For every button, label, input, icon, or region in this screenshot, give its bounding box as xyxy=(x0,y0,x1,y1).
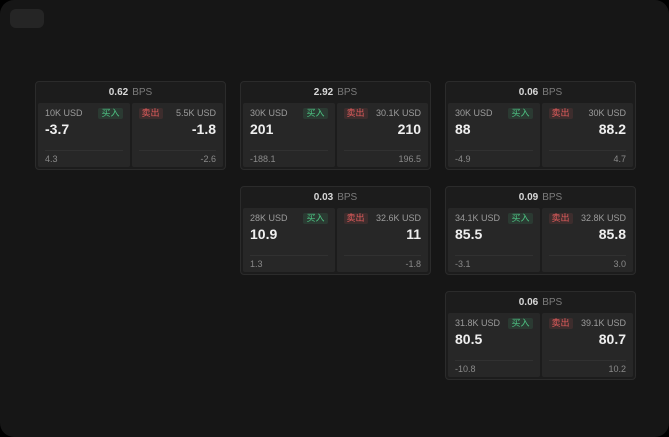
buy-tile[interactable]: 30K USD 买入 201 -188.1 xyxy=(243,103,335,167)
sell-size: 30.1K USD xyxy=(375,108,421,118)
buy-button[interactable]: 买入 xyxy=(98,108,123,119)
buy-price: 88 xyxy=(455,121,471,137)
sell-sub-value: 4.7 xyxy=(548,150,626,164)
buy-size: 30K USD xyxy=(455,108,493,118)
spread-header: 0.09 BPS xyxy=(446,187,635,208)
sell-tile[interactable]: 卖出 39.1K USD 80.7 10.2 xyxy=(541,313,633,377)
quote-body: 28K USD 买入 10.9 1.3 卖出 32.6K USD 11 -1.8 xyxy=(241,208,430,274)
quote-card: 0.06 BPS 30K USD 买入 88 -4.9 卖出 30K USD xyxy=(445,81,636,170)
spread-unit: BPS xyxy=(542,192,563,203)
sell-price: 210 xyxy=(397,121,421,137)
sell-price: 85.8 xyxy=(598,226,626,242)
buy-sub-value: 1.3 xyxy=(250,255,328,269)
sell-sub-value: 10.2 xyxy=(548,360,626,374)
sell-size: 30K USD xyxy=(588,108,626,118)
buy-price: 85.5 xyxy=(455,226,483,242)
quote-card: 0.62 BPS 10K USD 买入 -3.7 4.3 卖出 5.5K USD xyxy=(35,81,226,170)
spread-unit: BPS xyxy=(542,87,563,98)
spread-value: 0.09 xyxy=(518,192,539,203)
quote-card: 0.03 BPS 28K USD 买入 10.9 1.3 卖出 32.6K US… xyxy=(240,186,431,275)
sell-sub-value: -1.8 xyxy=(343,255,421,269)
spread-header: 0.06 BPS xyxy=(446,82,635,103)
buy-tile[interactable]: 28K USD 买入 10.9 1.3 xyxy=(243,208,335,272)
sell-button[interactable]: 卖出 xyxy=(548,108,573,119)
buy-tile[interactable]: 10K USD 买入 -3.7 4.3 xyxy=(38,103,130,167)
spread-unit: BPS xyxy=(132,87,153,98)
buy-price: 10.9 xyxy=(250,226,278,242)
sell-button[interactable]: 卖出 xyxy=(138,108,163,119)
buy-size: 34.1K USD xyxy=(455,213,501,223)
quote-card: 0.09 BPS 34.1K USD 买入 85.5 -3.1 卖出 32.8K… xyxy=(445,186,636,275)
buy-tile[interactable]: 34.1K USD 买入 85.5 -3.1 xyxy=(448,208,540,272)
buy-sub-value: -188.1 xyxy=(250,150,328,164)
sell-tile[interactable]: 卖出 30K USD 88.2 4.7 xyxy=(541,103,633,167)
sell-button[interactable]: 卖出 xyxy=(548,318,573,329)
sell-button[interactable]: 卖出 xyxy=(548,213,573,224)
sell-tile[interactable]: 卖出 32.6K USD 11 -1.8 xyxy=(336,208,428,272)
buy-button[interactable]: 买入 xyxy=(508,108,533,119)
quote-body: 31.8K USD 买入 80.5 -10.8 卖出 39.1K USD 80.… xyxy=(446,313,635,379)
quote-body: 30K USD 买入 88 -4.9 卖出 30K USD 88.2 4.7 xyxy=(446,103,635,169)
buy-size: 31.8K USD xyxy=(455,318,501,328)
buy-button[interactable]: 买入 xyxy=(508,213,533,224)
sell-tile[interactable]: 卖出 5.5K USD -1.8 -2.6 xyxy=(131,103,223,167)
spread-value: 2.92 xyxy=(313,87,334,98)
spread-header: 2.92 BPS xyxy=(241,82,430,103)
buy-tile[interactable]: 31.8K USD 买入 80.5 -10.8 xyxy=(448,313,540,377)
quote-body: 30K USD 买入 201 -188.1 卖出 30.1K USD 210 1… xyxy=(241,103,430,169)
spread-value: 0.62 xyxy=(108,87,129,98)
sell-price: -1.8 xyxy=(191,121,216,137)
sell-size: 39.1K USD xyxy=(580,318,626,328)
spread-value: 0.06 xyxy=(518,297,539,308)
spread-header: 0.62 BPS xyxy=(36,82,225,103)
sell-size: 5.5K USD xyxy=(175,108,216,118)
spread-unit: BPS xyxy=(337,87,358,98)
buy-sub-value: -4.9 xyxy=(455,150,533,164)
spread-header: 0.06 BPS xyxy=(446,292,635,313)
spread-value: 0.06 xyxy=(518,87,539,98)
quote-card: 0.06 BPS 31.8K USD 买入 80.5 -10.8 卖出 39.1… xyxy=(445,291,636,380)
buy-sub-value: 4.3 xyxy=(45,150,123,164)
sell-button[interactable]: 卖出 xyxy=(343,108,368,119)
sell-price: 80.7 xyxy=(598,331,626,347)
quote-body: 10K USD 买入 -3.7 4.3 卖出 5.5K USD -1.8 -2.… xyxy=(36,103,225,169)
spread-header: 0.03 BPS xyxy=(241,187,430,208)
quote-grid: 0.62 BPS 10K USD 买入 -3.7 4.3 卖出 5.5K USD xyxy=(35,81,636,380)
quote-body: 34.1K USD 买入 85.5 -3.1 卖出 32.8K USD 85.8… xyxy=(446,208,635,274)
spread-value: 0.03 xyxy=(313,192,334,203)
buy-price: 80.5 xyxy=(455,331,483,347)
sell-tile[interactable]: 卖出 30.1K USD 210 196.5 xyxy=(336,103,428,167)
buy-sub-value: -3.1 xyxy=(455,255,533,269)
buy-button[interactable]: 买入 xyxy=(508,318,533,329)
buy-size: 30K USD xyxy=(250,108,288,118)
sell-sub-value: 196.5 xyxy=(343,150,421,164)
sell-button[interactable]: 卖出 xyxy=(343,213,368,224)
quote-card: 2.92 BPS 30K USD 买入 201 -188.1 卖出 30.1K … xyxy=(240,81,431,170)
sell-price: 11 xyxy=(406,226,421,242)
sell-price: 88.2 xyxy=(598,121,626,137)
corner-handle[interactable] xyxy=(10,9,44,28)
buy-size: 28K USD xyxy=(250,213,288,223)
buy-size: 10K USD xyxy=(45,108,83,118)
sell-sub-value: 3.0 xyxy=(548,255,626,269)
buy-tile[interactable]: 30K USD 买入 88 -4.9 xyxy=(448,103,540,167)
sell-size: 32.6K USD xyxy=(375,213,421,223)
sell-size: 32.8K USD xyxy=(580,213,626,223)
buy-price: 201 xyxy=(250,121,274,137)
spread-unit: BPS xyxy=(542,297,563,308)
buy-sub-value: -10.8 xyxy=(455,360,533,374)
buy-price: -3.7 xyxy=(45,121,70,137)
buy-button[interactable]: 买入 xyxy=(303,213,328,224)
spread-unit: BPS xyxy=(337,192,358,203)
buy-button[interactable]: 买入 xyxy=(303,108,328,119)
sell-sub-value: -2.6 xyxy=(138,150,216,164)
sell-tile[interactable]: 卖出 32.8K USD 85.8 3.0 xyxy=(541,208,633,272)
